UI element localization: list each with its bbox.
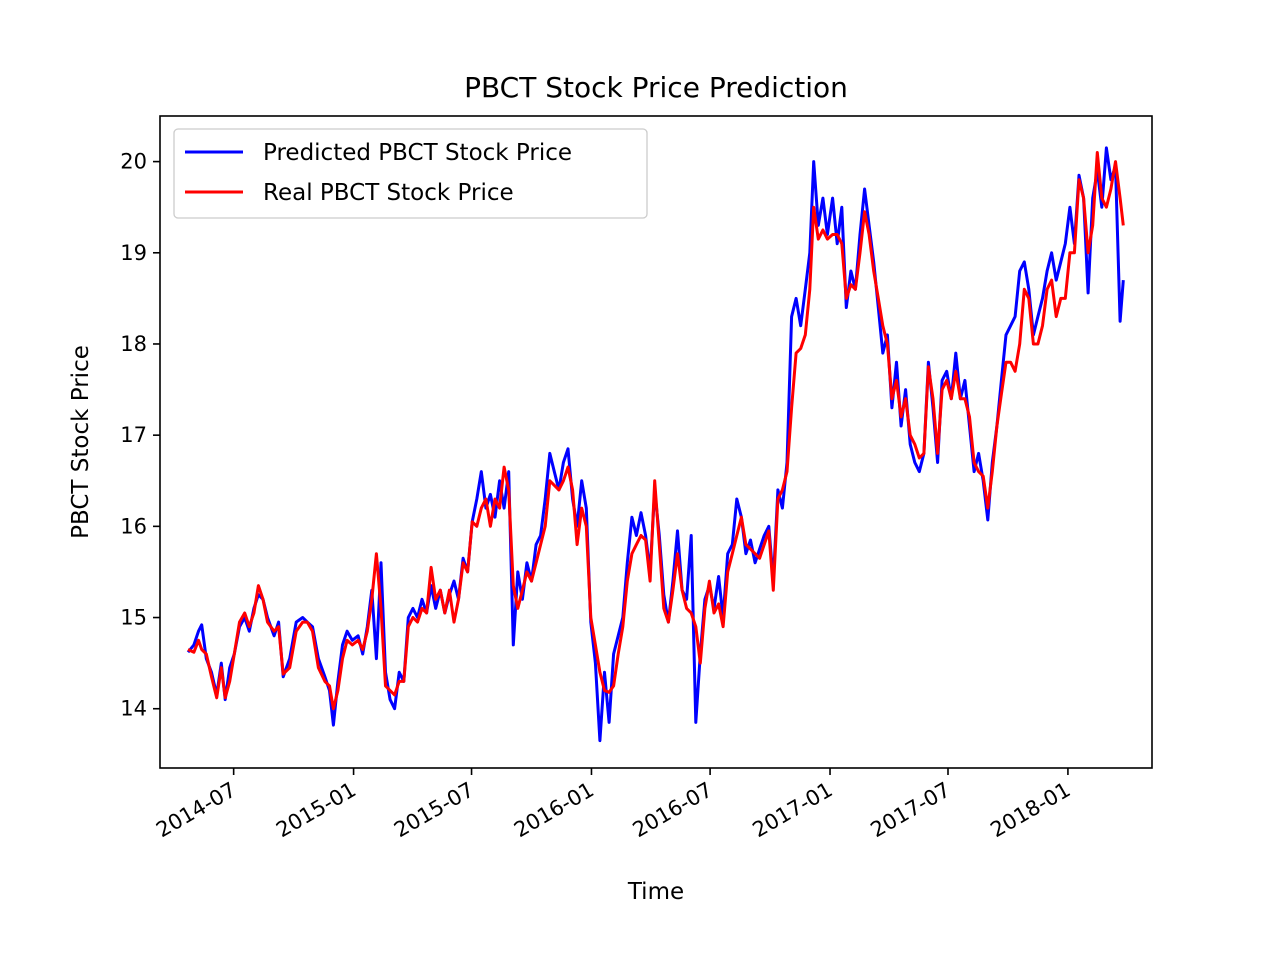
plot-lines (186, 146, 1125, 743)
y-axis-title: PBCT Stock Price (68, 345, 94, 539)
y-tick-label: 17 (120, 423, 147, 447)
y-tick-label: 16 (120, 514, 147, 538)
series-line-real (187, 151, 1125, 711)
y-axis-ticks: 14 15 16 17 18 19 20 (120, 150, 160, 721)
legend-label-real: Real PBCT Stock Price (263, 180, 514, 206)
y-tick-label: 20 (120, 150, 147, 174)
chart-title: PBCT Stock Price Prediction (464, 71, 848, 104)
legend-label-predicted: Predicted PBCT Stock Price (263, 140, 572, 166)
plot-frame (159, 115, 1153, 769)
y-tick-label: 19 (120, 241, 147, 265)
y-tick-label: 18 (120, 332, 147, 356)
legend: Predicted PBCT Stock Price Real PBCT Sto… (173, 128, 648, 219)
x-axis-title: Time (627, 879, 684, 905)
legend-box (173, 128, 648, 219)
y-tick-label: 15 (120, 606, 147, 630)
y-tick-label: 14 (120, 697, 147, 721)
